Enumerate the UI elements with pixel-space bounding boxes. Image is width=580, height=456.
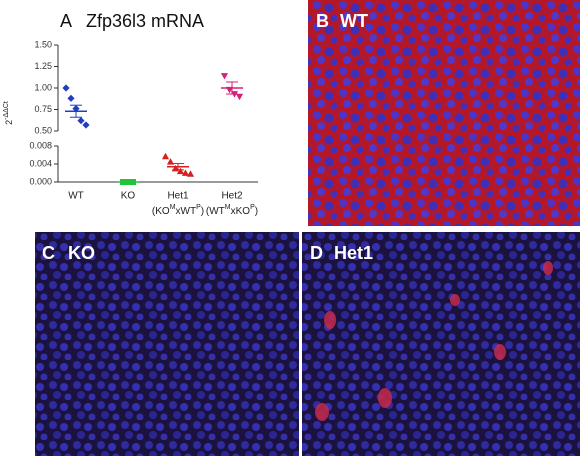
y-axis-label: 2-ΔΔCt (3, 101, 15, 125)
x-tick-sublabel: (KOMxWTP) (152, 204, 204, 217)
sublabel-part: M (170, 204, 176, 211)
panel-label: WT (340, 11, 368, 31)
data-point (181, 169, 190, 176)
micrograph-ko (35, 232, 299, 456)
data-point (77, 117, 85, 125)
y-label-base: 2 (4, 120, 14, 125)
panel-letter: C (42, 243, 55, 263)
sublabel-part: xKO (231, 206, 251, 217)
y-tick-label: 0.008 (29, 140, 52, 150)
data-point (176, 167, 185, 175)
data-point (62, 84, 70, 92)
chart-title: Zfp36l3 mRNA (86, 11, 204, 31)
data-point (67, 94, 75, 102)
data-point (235, 93, 244, 101)
panel-label: Het1 (334, 243, 373, 263)
data-point (220, 73, 229, 80)
y-tick-label: 0.50 (34, 125, 52, 135)
data-point (82, 121, 90, 129)
y-label-exp: -ΔΔCt (3, 101, 10, 120)
x-tick-label: Het1 (167, 191, 189, 202)
panel-label: KO (68, 243, 95, 263)
sublabel-part: P (196, 204, 201, 211)
sublabel-part: (KO (152, 206, 170, 217)
sublabel-part: xWT (176, 206, 197, 217)
x-tick-label: KO (121, 191, 136, 202)
data-point (186, 170, 195, 177)
panel-letter: A (60, 11, 72, 31)
y-tick-label: 0.75 (34, 104, 52, 114)
data-point (161, 152, 170, 160)
x-tick-label: WT (68, 191, 84, 202)
sublabel-part: ) (255, 206, 258, 217)
panel-letter: D (310, 243, 323, 263)
y-tick-label: 0.000 (29, 176, 52, 186)
micrograph-het1 (302, 232, 580, 456)
red-cells (315, 261, 553, 421)
panel-letter: B (316, 11, 329, 31)
sublabel-part: M (225, 204, 231, 211)
sublabel-part: (WT (206, 206, 225, 217)
y-tick-label: 0.004 (29, 158, 52, 168)
x-tick-sublabel: (WTMxKOP) (206, 204, 258, 217)
data-point (166, 158, 175, 165)
x-tick-label: Het2 (221, 191, 243, 202)
sublabel-part: P (250, 204, 255, 211)
y-tick-label: 1.25 (34, 61, 52, 71)
sublabel-part: ) (201, 206, 204, 217)
y-tick-label: 1.50 (34, 39, 52, 49)
y-tick-label: 1.00 (34, 82, 52, 92)
micrograph-wt (308, 0, 580, 226)
